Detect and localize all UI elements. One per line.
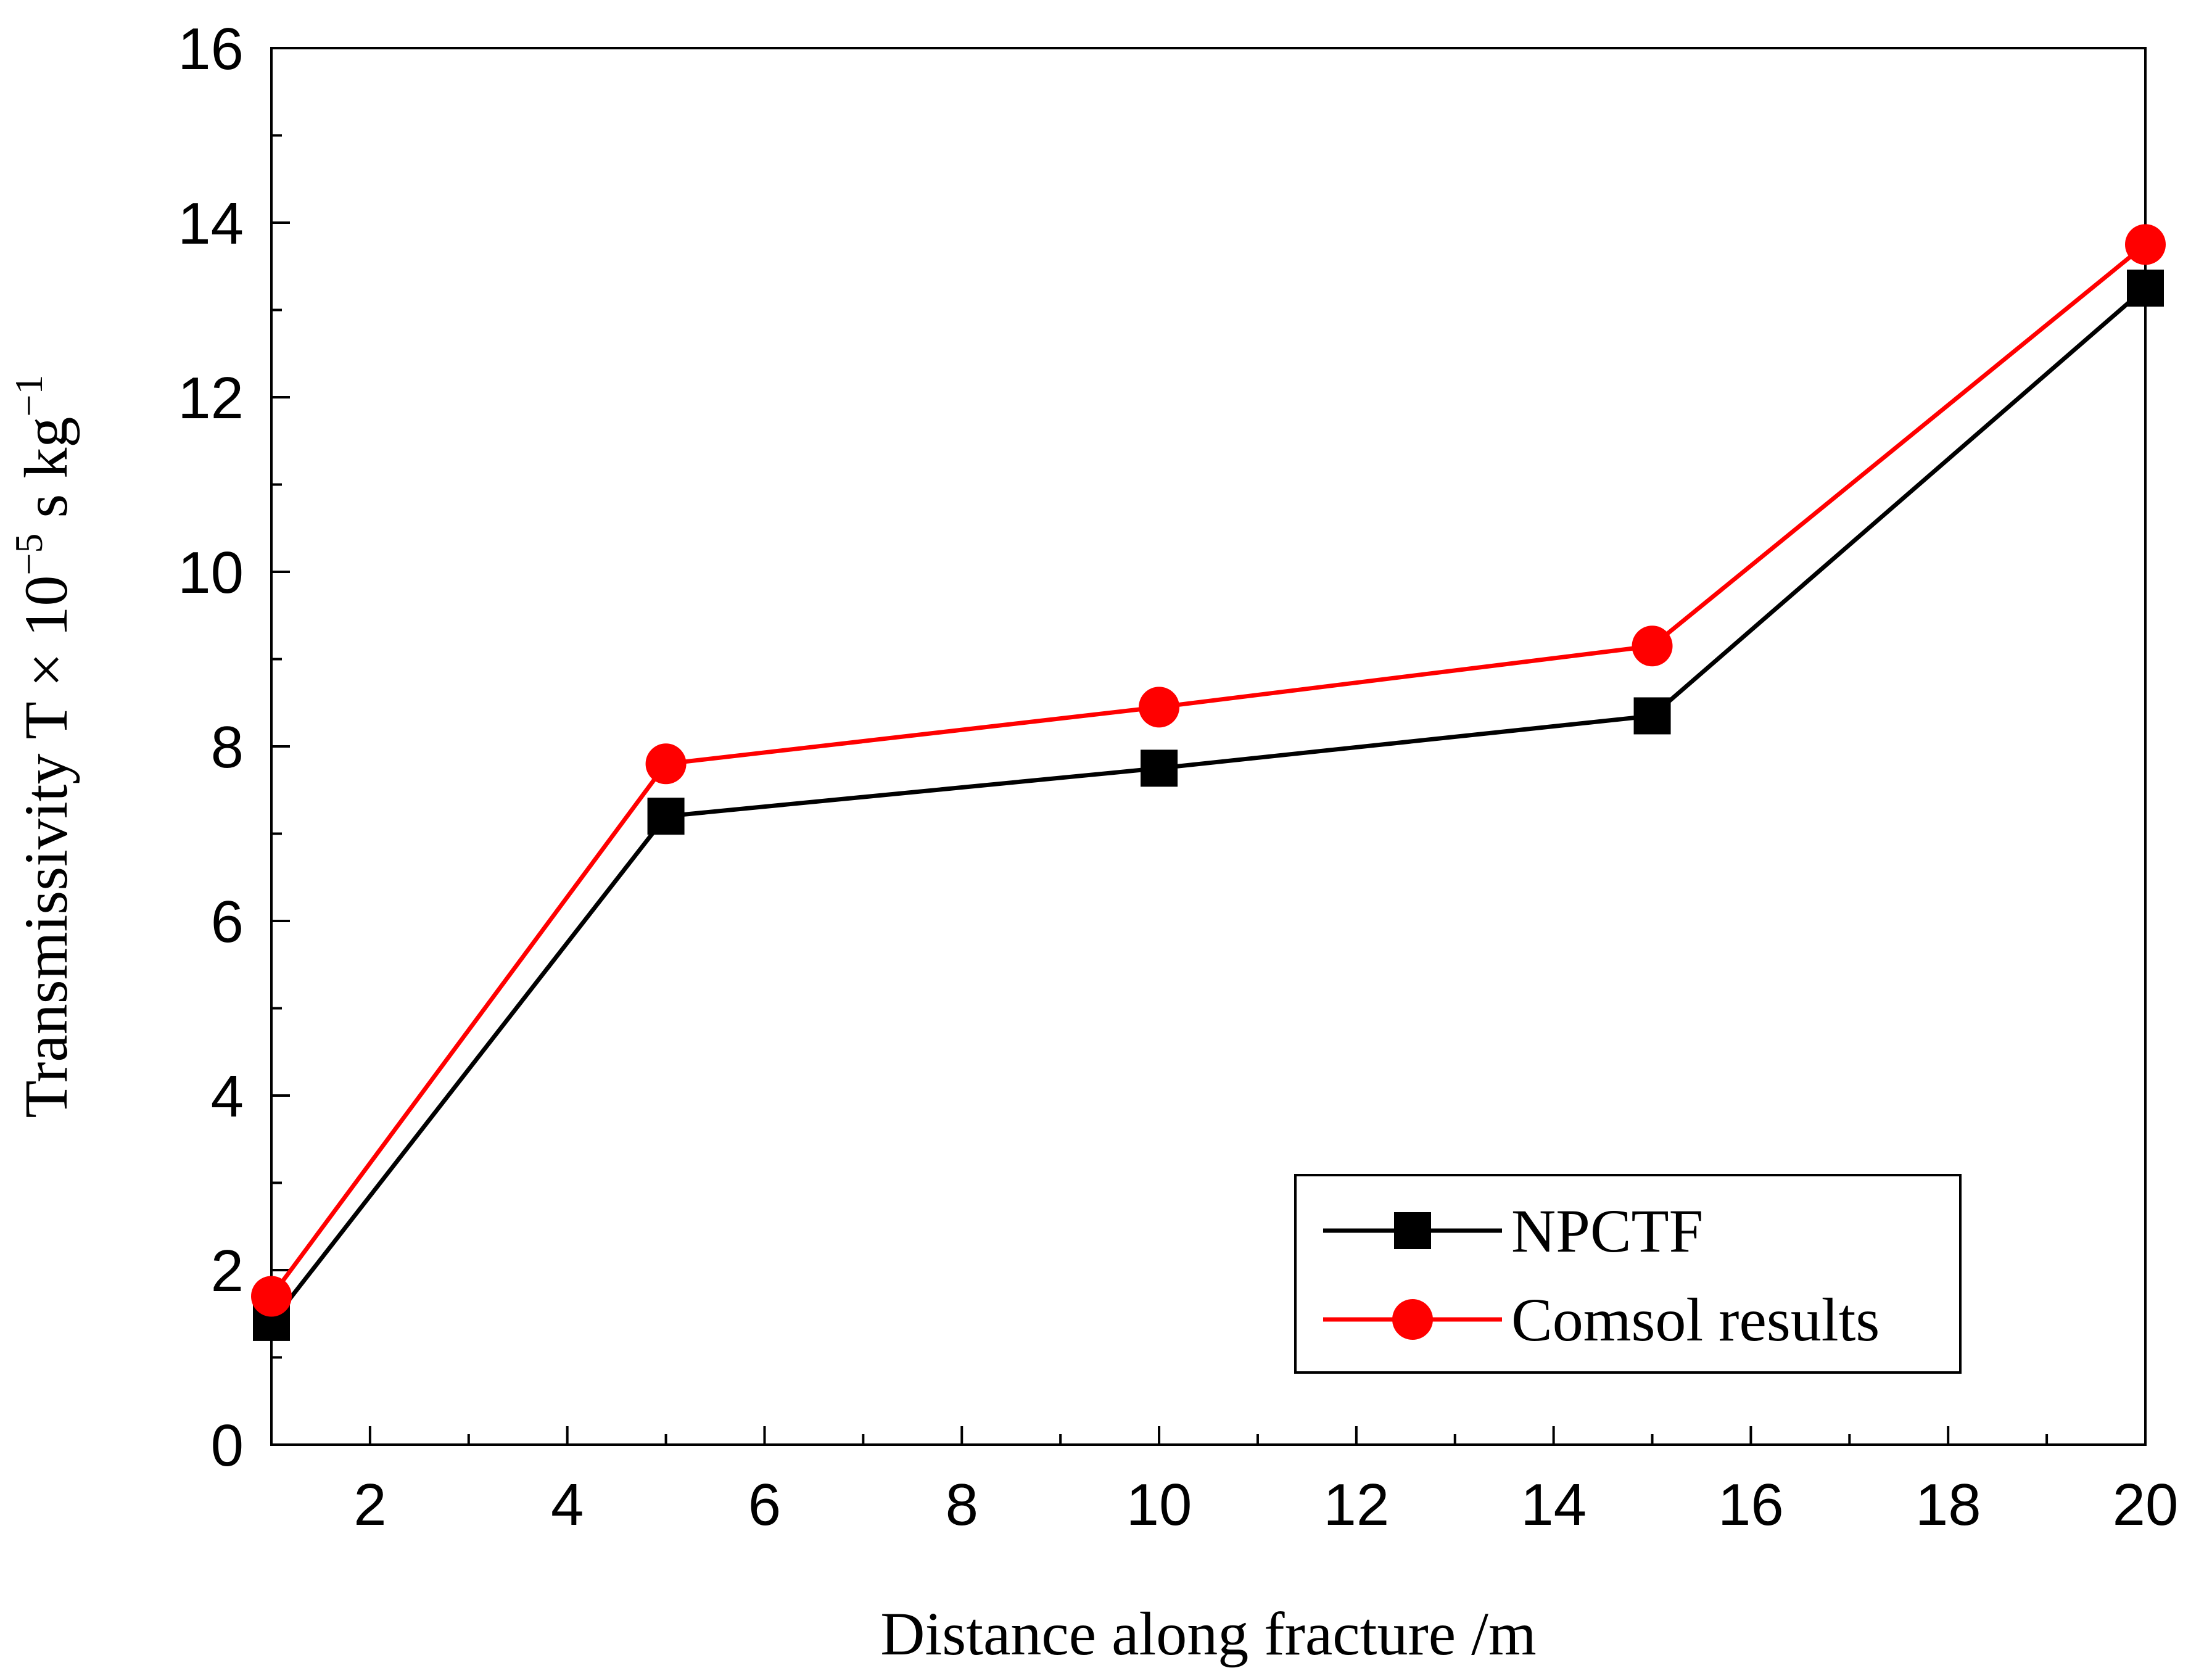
legend-entries: NPCTF Comsol results	[1323, 1197, 1880, 1354]
x-tick-label: 2	[353, 1472, 386, 1538]
data-point-square	[2127, 270, 2164, 307]
data-point-square	[647, 798, 685, 835]
series-line-1	[270, 242, 2147, 1298]
y-axis-title-prefix: Transmissivity T × 10	[12, 576, 80, 1118]
x-tick-label: 8	[946, 1472, 978, 1538]
y-axis-title-exponent: −5	[7, 534, 51, 576]
data-point-square	[1633, 697, 1671, 735]
legend-marker-square	[1394, 1212, 1431, 1249]
data-point-circle	[251, 1276, 292, 1317]
y-tick-label: 16	[178, 16, 244, 82]
data-point-circle	[645, 743, 687, 785]
y-axis-title-units: s kg	[12, 417, 80, 534]
legend: NPCTF Comsol results	[1294, 1174, 1962, 1374]
x-tick-label: 20	[2113, 1472, 2179, 1538]
data-point-circle	[1139, 687, 1180, 728]
y-tick-label: 0	[211, 1413, 244, 1479]
x-tick-label: 6	[748, 1472, 781, 1538]
axes: 2 4 6 8 10 12 14 16 18 20 0 2 4 6 8 10 12 14 16	[178, 16, 2178, 1538]
x-tick-label: 16	[1718, 1472, 1784, 1538]
x-tick-label: 18	[1915, 1472, 1981, 1538]
data-point-circle	[2125, 224, 2166, 265]
y-tick-label: 6	[211, 889, 244, 955]
y-tick-label: 2	[211, 1238, 244, 1304]
y-tick-label: 4	[211, 1063, 244, 1129]
x-tick-label: 14	[1521, 1472, 1587, 1538]
y-tick-label: 8	[211, 714, 244, 780]
x-tick-label: 4	[551, 1472, 584, 1538]
y-axis-title-unit-exponent: −1	[7, 375, 51, 417]
data-point-circle	[1632, 625, 1673, 667]
y-axis-title: Transmissivity T × 10−5 s kg−1	[7, 375, 80, 1118]
x-axis-title: Distance along fracture /m	[880, 1600, 1536, 1668]
y-tick-label: 14	[178, 191, 244, 257]
legend-marker-circle	[1392, 1299, 1433, 1340]
series-line-0	[270, 286, 2147, 1324]
y-tick-label: 12	[178, 365, 244, 431]
x-tick-label: 10	[1126, 1472, 1192, 1538]
data-point-square	[1141, 749, 1178, 787]
x-tick-label: 12	[1323, 1472, 1389, 1538]
series-layer	[251, 224, 2166, 1341]
legend-label-0: NPCTF	[1511, 1197, 1703, 1265]
y-tick-label: 10	[178, 540, 244, 606]
legend-box	[1294, 1174, 1962, 1374]
legend-label-1: Comsol results	[1511, 1286, 1880, 1354]
